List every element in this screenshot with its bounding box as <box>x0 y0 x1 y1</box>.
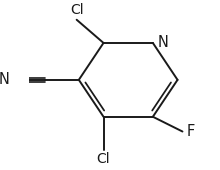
Text: Cl: Cl <box>97 152 110 166</box>
Text: F: F <box>186 124 194 139</box>
Text: N: N <box>0 72 9 87</box>
Text: N: N <box>158 35 169 50</box>
Text: Cl: Cl <box>70 3 83 17</box>
